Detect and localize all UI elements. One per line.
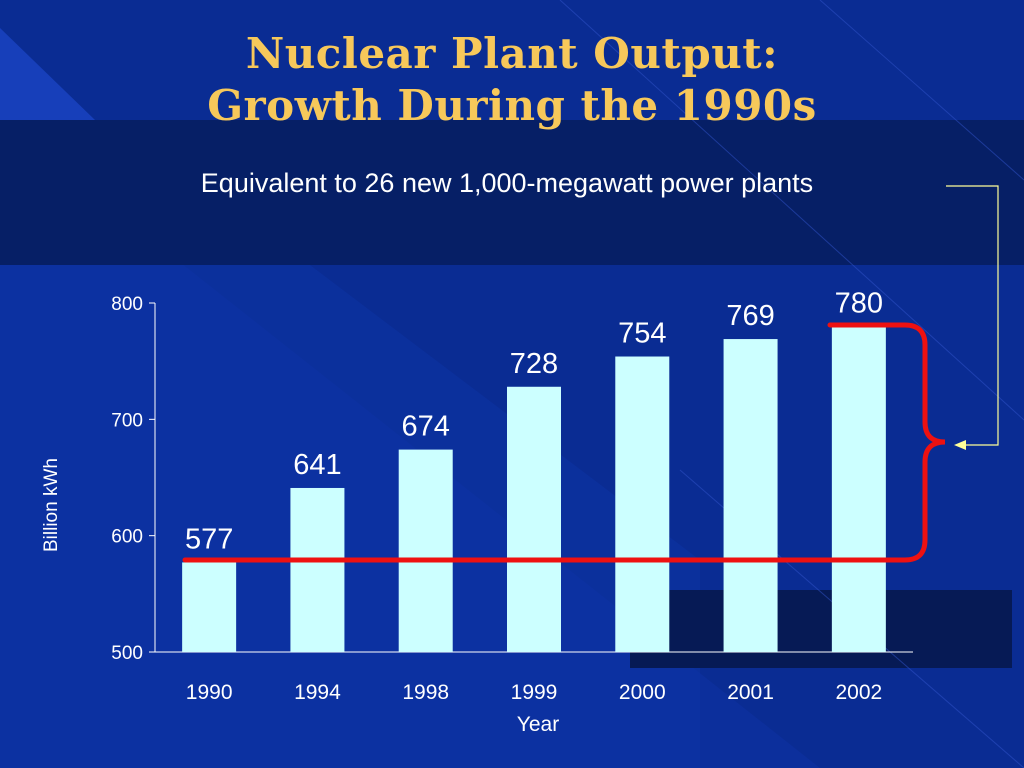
y-tick-label: 500 <box>111 643 143 664</box>
x-tick-label-2000: 2000 <box>619 681 666 704</box>
baseline-highlight <box>182 322 946 563</box>
title-line-2: Growth During the 1990s <box>207 81 817 130</box>
data-label-2002: 780 <box>835 287 883 319</box>
x-tick-label-1998: 1998 <box>402 681 449 704</box>
y-tick-label: 700 <box>111 410 143 431</box>
bar-2002 <box>831 326 886 652</box>
y-tick-label: 800 <box>111 294 143 315</box>
bar-1999 <box>507 386 561 652</box>
x-tick-label-2001: 2001 <box>727 681 774 704</box>
data-label-2000: 754 <box>618 318 666 350</box>
x-tick-label-1999: 1999 <box>511 681 558 704</box>
y-axis-label: Billion kWh <box>41 458 62 552</box>
shadow-block <box>630 590 1012 668</box>
slide-title: Nuclear Plant Output: Growth During the … <box>0 28 1024 132</box>
bar-2000 <box>615 356 670 652</box>
bar-1994 <box>290 487 345 652</box>
x-tick-label-1990: 1990 <box>186 681 233 704</box>
corner-triangle <box>0 28 95 120</box>
data-label-1994: 641 <box>293 449 341 481</box>
x-axis-label: Year <box>517 713 559 736</box>
bar-1990 <box>182 562 237 652</box>
connector-arrowhead <box>954 440 966 450</box>
slide-subtitle: Equivalent to 26 new 1,000-megawatt powe… <box>200 168 814 198</box>
data-label-1990: 577 <box>185 523 233 555</box>
title-line-1: Nuclear Plant Output: <box>245 29 779 78</box>
bar-1998 <box>398 449 453 652</box>
data-label-1999: 728 <box>510 348 558 380</box>
range-annotation <box>182 185 999 563</box>
bar-2001 <box>723 339 778 652</box>
x-tick-label-1994: 1994 <box>294 681 341 704</box>
data-label-2001: 769 <box>726 300 774 332</box>
header-band <box>0 120 1024 265</box>
y-tick-label: 600 <box>111 527 143 548</box>
x-tick-label-2002: 2002 <box>835 681 882 704</box>
connector-line <box>946 185 999 446</box>
data-label-1998: 674 <box>402 411 450 443</box>
